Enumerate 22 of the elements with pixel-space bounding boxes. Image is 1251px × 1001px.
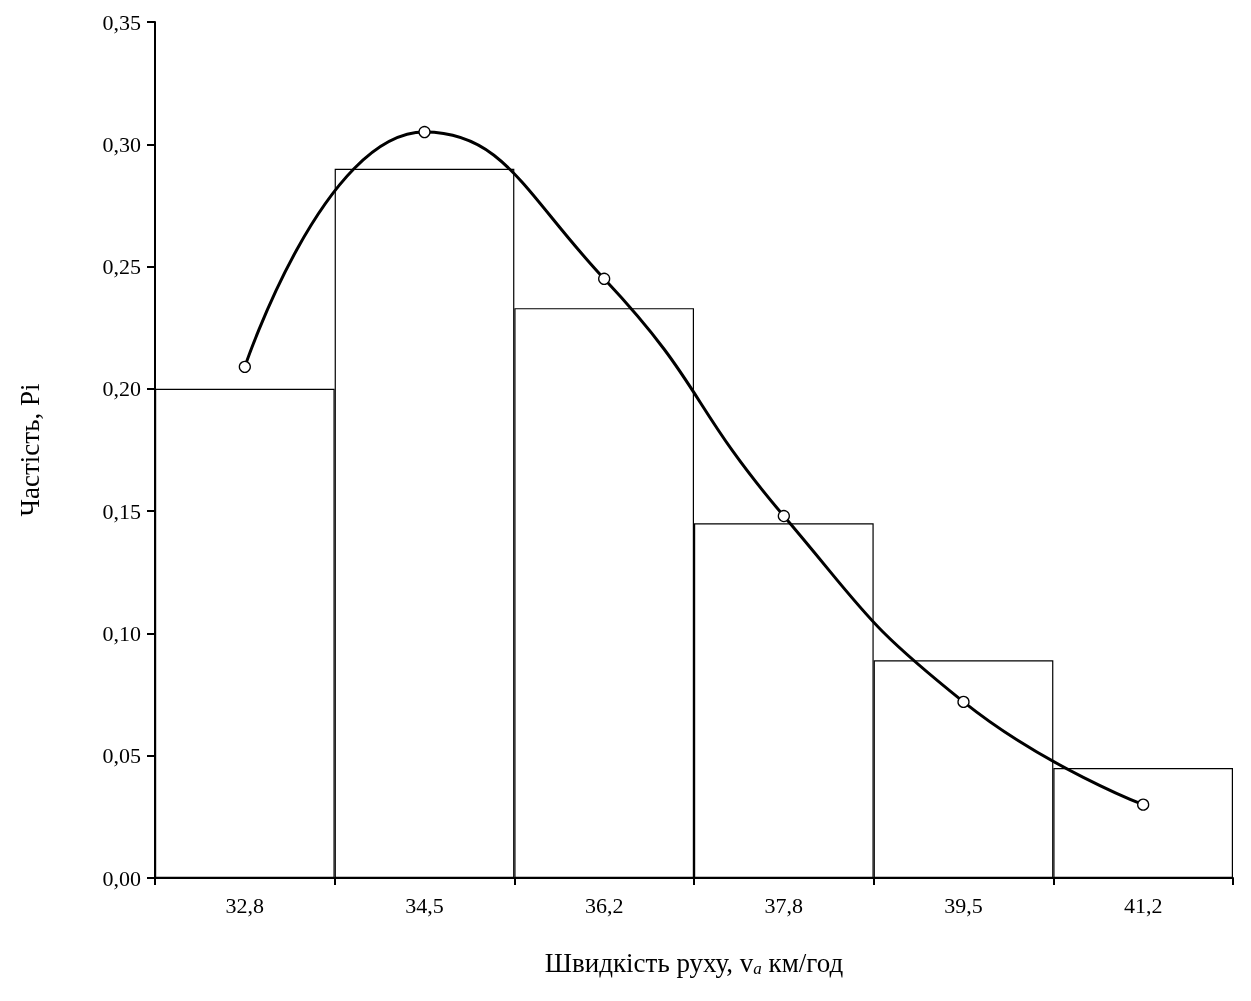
x-tick-label: 39,5 bbox=[944, 892, 983, 918]
x-tick-label: 36,2 bbox=[584, 892, 624, 918]
x-tick-label: 37,8 bbox=[764, 892, 804, 918]
x-tick-label: 32,8 bbox=[225, 892, 265, 918]
y-tick-label: 0,25 bbox=[102, 254, 141, 280]
x-axis-title: Швидкість руху, va км/год bbox=[544, 947, 844, 978]
y-tick-label: 0,05 bbox=[102, 743, 141, 769]
point bbox=[777, 509, 790, 523]
point bbox=[418, 125, 431, 139]
y-tick-label: 0,10 bbox=[102, 620, 141, 646]
x-tick-label: 34,5 bbox=[405, 892, 444, 918]
y-tick-label: 0,15 bbox=[102, 498, 141, 524]
x-tick-label: 41,2 bbox=[1123, 892, 1163, 918]
point bbox=[598, 272, 611, 285]
point bbox=[1137, 798, 1150, 811]
y-axis-title: Частість, Pi bbox=[14, 383, 45, 517]
point bbox=[238, 360, 251, 373]
y-tick-label: 0,30 bbox=[102, 131, 141, 157]
y-tick-label: 0,35 bbox=[102, 9, 141, 35]
point bbox=[957, 695, 970, 709]
y-tick-label: 0,00 bbox=[102, 865, 141, 891]
y-tick-label: 0,20 bbox=[102, 376, 141, 402]
